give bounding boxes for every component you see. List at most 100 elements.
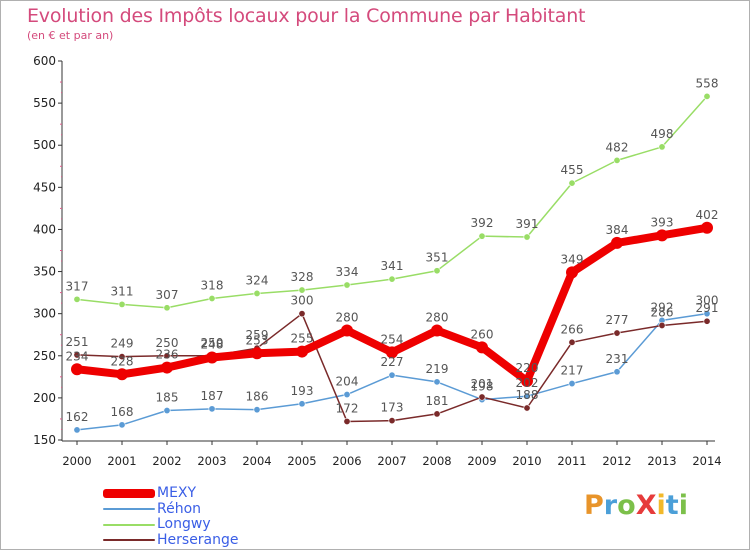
x-tick-label: 2012 — [602, 454, 631, 468]
axes: 150 200 250 300 350 400 450 500 550 600 2000 2001 20… — [33, 54, 722, 468]
legend-swatch — [103, 508, 155, 511]
x-tick-label: 2011 — [557, 454, 586, 468]
data-label-r-hon: 198 — [471, 380, 494, 394]
data-label-mexy: 255 — [291, 332, 314, 346]
data-point-r-hon — [703, 310, 711, 318]
x-tick-label: 2001 — [107, 454, 136, 468]
data-point-r-hon — [208, 405, 216, 413]
legend-item-mexy: MEXY — [103, 486, 239, 502]
data-label-longwy: 324 — [246, 273, 269, 287]
data-point-r-hon — [163, 407, 171, 415]
data-label-herserange: 173 — [381, 401, 404, 415]
data-label-mexy: 349 — [561, 252, 584, 266]
data-point-r-hon — [388, 371, 396, 379]
legend-label: MEXY — [157, 485, 197, 502]
logo-letter: X — [635, 490, 657, 521]
data-label-r-hon: 187 — [201, 389, 224, 403]
data-point-herserange — [523, 404, 531, 412]
data-point-r-hon — [613, 368, 621, 376]
data-label-mexy: 280 — [336, 311, 359, 325]
data-label-r-hon: 300 — [696, 294, 719, 308]
legend-item-r-hon: Réhon — [103, 500, 239, 518]
data-label-r-hon: 217 — [561, 364, 584, 378]
data-label-herserange: 291 — [696, 301, 719, 315]
y-tick-label: 600 — [33, 54, 56, 68]
data-point-mexy — [431, 324, 443, 337]
data-label-r-hon: 202 — [516, 376, 539, 390]
data-point-longwy — [568, 179, 576, 187]
x-tick-label: 2014 — [692, 454, 721, 468]
data-label-longwy: 334 — [336, 265, 359, 279]
legend-swatch — [103, 489, 155, 499]
y-tick-label: 500 — [33, 138, 56, 152]
data-point-herserange — [478, 393, 486, 401]
data-point-r-hon — [253, 406, 261, 414]
data-point-mexy — [71, 363, 83, 376]
data-label-mexy: 393 — [651, 215, 674, 229]
data-label-mexy: 248 — [201, 337, 224, 351]
logo-letter: o — [617, 490, 636, 521]
data-label-mexy: 234 — [66, 349, 89, 363]
data-label-herserange: 201 — [471, 377, 494, 391]
data-label-herserange: 277 — [606, 313, 629, 327]
data-label-mexy: 253 — [246, 333, 269, 347]
value-labels: 234 228 236 248 253 255 280 254 280 260 220 349 384 3… — [66, 76, 719, 424]
y-tick-label: 150 — [33, 433, 56, 447]
data-point-longwy — [253, 289, 261, 297]
x-tick-label: 2002 — [152, 454, 181, 468]
data-point-herserange — [568, 338, 576, 346]
data-point-longwy — [118, 300, 126, 308]
data-point-mexy — [296, 345, 308, 358]
data-label-mexy: 220 — [516, 361, 539, 375]
data-label-r-hon: 193 — [291, 384, 314, 398]
data-label-r-hon: 292 — [651, 300, 674, 314]
legend-label: Herserange — [157, 531, 239, 548]
data-label-herserange: 259 — [246, 328, 269, 342]
data-label-longwy: 392 — [471, 216, 494, 230]
data-label-longwy: 311 — [111, 284, 134, 298]
legend-label: Réhon — [157, 500, 202, 517]
data-point-mexy — [566, 266, 578, 279]
data-label-r-hon: 185 — [156, 391, 179, 405]
y-tick-label: 200 — [33, 391, 56, 405]
data-label-herserange: 286 — [651, 305, 674, 319]
data-point-herserange — [73, 351, 81, 359]
data-point-mexy — [701, 221, 713, 234]
logo-letter: t — [665, 490, 679, 521]
logo-letter: P — [584, 490, 604, 521]
y-tick-label: 250 — [33, 349, 56, 363]
data-label-mexy: 254 — [381, 332, 404, 346]
data-label-herserange: 181 — [426, 394, 449, 408]
data-label-r-hon: 231 — [606, 352, 629, 366]
legend-swatch — [103, 539, 155, 542]
data-label-longwy: 318 — [201, 279, 224, 293]
chart-subtitle: (en € et par an) — [27, 29, 114, 42]
x-tick-label: 2004 — [242, 454, 271, 468]
data-point-longwy — [478, 232, 486, 240]
data-label-longwy: 391 — [516, 217, 539, 231]
data-label-longwy: 307 — [156, 288, 179, 302]
data-label-r-hon: 168 — [111, 405, 134, 419]
data-point-longwy — [523, 233, 531, 241]
data-point-mexy — [251, 347, 263, 360]
x-tick-label: 2008 — [422, 454, 451, 468]
legend-label: Longwy — [157, 516, 211, 533]
data-point-longwy — [613, 156, 621, 164]
data-label-herserange: 250 — [156, 336, 179, 350]
data-point-mexy — [341, 324, 353, 337]
data-label-longwy: 558 — [696, 76, 719, 90]
data-label-mexy: 280 — [426, 311, 449, 325]
data-point-herserange — [298, 310, 306, 318]
data-label-herserange: 249 — [111, 337, 134, 351]
data-point-herserange — [388, 417, 396, 425]
data-point-mexy — [386, 346, 398, 359]
data-point-mexy — [476, 341, 488, 354]
data-point-r-hon — [433, 378, 441, 386]
data-point-longwy — [163, 304, 171, 312]
legend-swatch — [103, 523, 155, 526]
proxiti-logo: ProXiti — [584, 490, 688, 521]
legend: MEXY Réhon Longwy Herserange — [103, 486, 239, 548]
data-label-r-hon: 162 — [66, 410, 89, 424]
data-point-mexy — [611, 236, 623, 249]
data-point-herserange — [163, 352, 171, 360]
